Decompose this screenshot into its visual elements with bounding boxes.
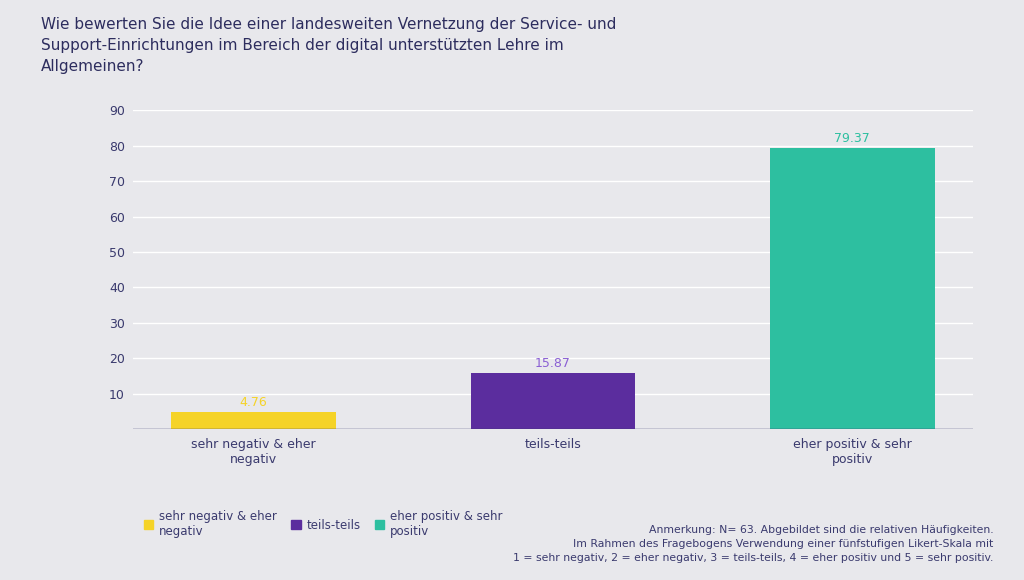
Legend: sehr negativ & eher
negativ, teils-teils, eher positiv & sehr
positiv: sehr negativ & eher negativ, teils-teils… bbox=[139, 505, 507, 543]
Text: 15.87: 15.87 bbox=[535, 357, 571, 370]
Text: 4.76: 4.76 bbox=[240, 397, 267, 409]
Bar bbox=[471, 373, 635, 429]
Text: Anmerkung: N= 63. Abgebildet sind die relativen Häufigkeiten.
Im Rahmen des Frag: Anmerkung: N= 63. Abgebildet sind die re… bbox=[513, 524, 993, 563]
Text: Wie bewerten Sie die Idee einer landesweiten Vernetzung der Service- und
Support: Wie bewerten Sie die Idee einer landeswe… bbox=[41, 17, 616, 74]
Bar bbox=[171, 412, 336, 429]
Bar bbox=[770, 148, 935, 429]
Text: 79.37: 79.37 bbox=[835, 132, 870, 145]
